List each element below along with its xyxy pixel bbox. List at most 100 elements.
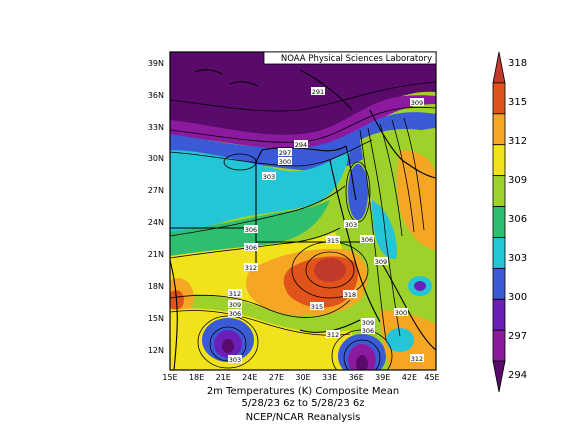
contour-label: 303: [228, 355, 242, 364]
svg-text:294: 294: [295, 141, 307, 149]
longitude-axis: 15E 18E 21E 24E 27E 30E 33E 36E 39E 42E …: [162, 373, 439, 382]
colorbar-segment: [492, 82, 506, 115]
svg-text:303: 303: [345, 221, 357, 229]
svg-text:318: 318: [344, 291, 356, 299]
temperature-map: [170, 52, 436, 370]
lon-tick-label: 39E: [375, 373, 390, 382]
lat-tick-label: 24N: [148, 218, 164, 227]
lat-tick-label: 30N: [148, 154, 164, 163]
colorbar-label: 318: [508, 58, 527, 69]
svg-text:309: 309: [229, 301, 241, 309]
contour-label: 303: [262, 172, 276, 181]
svg-text:306: 306: [362, 327, 374, 335]
colorbar-segment: [492, 51, 506, 84]
lat-tick-label: 33N: [148, 123, 164, 132]
contour-label: 306: [228, 309, 242, 318]
lon-tick-label: 24E: [242, 373, 257, 382]
contour-labels: 291 309 294 297 300 303 303 306 306 306 …: [228, 87, 424, 364]
svg-text:300: 300: [395, 309, 407, 317]
colorbar-segment: [492, 144, 506, 177]
svg-text:312: 312: [245, 264, 257, 272]
lab-label: NOAA Physical Sciences Laboratory: [281, 54, 432, 64]
contour-label: 309: [374, 257, 388, 266]
lat-tick-label: 21N: [148, 250, 164, 259]
colorbar-label: 294: [508, 370, 527, 381]
colorbar-segment: [492, 360, 506, 393]
colorbar-segment: [492, 267, 506, 300]
svg-text:312: 312: [229, 290, 241, 298]
colorbar-label: 300: [508, 292, 527, 303]
colorbar-segment: [492, 175, 506, 207]
lat-tick-label: 27N: [148, 186, 164, 195]
contour-label: 300: [394, 308, 408, 317]
svg-text:291: 291: [312, 88, 324, 96]
contour-label: 306: [244, 243, 258, 252]
svg-text:303: 303: [229, 356, 241, 364]
latitude-axis: 39N 36N 33N 30N 27N 24N 21N 18N 15N 12N: [148, 59, 164, 355]
caption-title: 2m Temperatures (K) Composite Mean: [206, 386, 400, 397]
colorbar-label: 306: [508, 214, 527, 225]
svg-text:309: 309: [411, 99, 423, 107]
colorbar-segment: [492, 237, 506, 269]
svg-text:309: 309: [375, 258, 387, 266]
lon-tick-label: 21E: [216, 373, 231, 382]
contour-label: 315: [310, 302, 324, 311]
contour-label: 300: [278, 157, 292, 166]
colorbar-segment: [492, 329, 506, 362]
contour-label: 312: [244, 263, 258, 272]
contour-label: 309: [361, 318, 375, 327]
colorbar-segment: [492, 113, 506, 146]
lab-label-box: [263, 51, 437, 65]
svg-text:306: 306: [245, 244, 257, 252]
colorbar-label: 303: [508, 253, 527, 264]
lat-tick-label: 15N: [148, 314, 164, 323]
caption-source: NCEP/NCAR Reanalysis: [245, 412, 361, 423]
contour-label: 315: [326, 236, 340, 245]
lon-tick-label: 18E: [189, 373, 204, 382]
svg-text:297: 297: [279, 149, 291, 157]
lon-tick-label: 15E: [162, 373, 177, 382]
colorbar-label: 315: [508, 97, 527, 108]
colorbar-label: 297: [508, 331, 527, 342]
svg-text:300: 300: [279, 158, 291, 166]
svg-text:306: 306: [229, 310, 241, 318]
svg-text:306: 306: [361, 236, 373, 244]
contour-label: 309: [410, 98, 424, 107]
svg-text:315: 315: [327, 237, 339, 245]
contour-label: 297: [278, 148, 292, 157]
svg-text:303: 303: [263, 173, 275, 181]
lon-tick-label: 27E: [269, 373, 284, 382]
contour-label: 312: [228, 289, 242, 298]
colorbar-segment: [492, 206, 506, 238]
svg-text:312: 312: [411, 355, 423, 363]
colorbar-label: 312: [508, 136, 527, 147]
contour-label: 294: [294, 140, 308, 149]
lat-tick-label: 36N: [148, 91, 164, 100]
lon-tick-label: 30E: [295, 373, 310, 382]
lon-tick-label: 45E: [424, 373, 439, 382]
contour-label: 318: [343, 290, 357, 299]
svg-text:312: 312: [327, 331, 339, 339]
contour-label: 291: [311, 87, 325, 96]
lon-tick-label: 33E: [322, 373, 337, 382]
contour-label: 309: [228, 300, 242, 309]
contour-label: 312: [326, 330, 340, 339]
colorbar: [492, 51, 506, 393]
contour-label: 306: [244, 225, 258, 234]
contour-label: 303: [344, 220, 358, 229]
lon-tick-label: 42E: [402, 373, 417, 382]
svg-text:306: 306: [245, 226, 257, 234]
caption-date-range: 5/28/23 6z to 5/28/23 6z: [241, 398, 365, 409]
svg-text:315: 315: [311, 303, 323, 311]
lat-tick-label: 39N: [148, 59, 164, 68]
colorbar-labels: 318 315 312 309 306 303 300 297 294: [508, 58, 527, 381]
contour-label: 306: [360, 235, 374, 244]
colorbar-segment: [492, 298, 506, 331]
contour-label: 312: [410, 354, 424, 363]
svg-text:309: 309: [362, 319, 374, 327]
colorbar-label: 309: [508, 175, 527, 186]
lat-tick-label: 12N: [148, 346, 164, 355]
lat-tick-label: 18N: [148, 282, 164, 291]
contour-label: 306: [361, 326, 375, 335]
